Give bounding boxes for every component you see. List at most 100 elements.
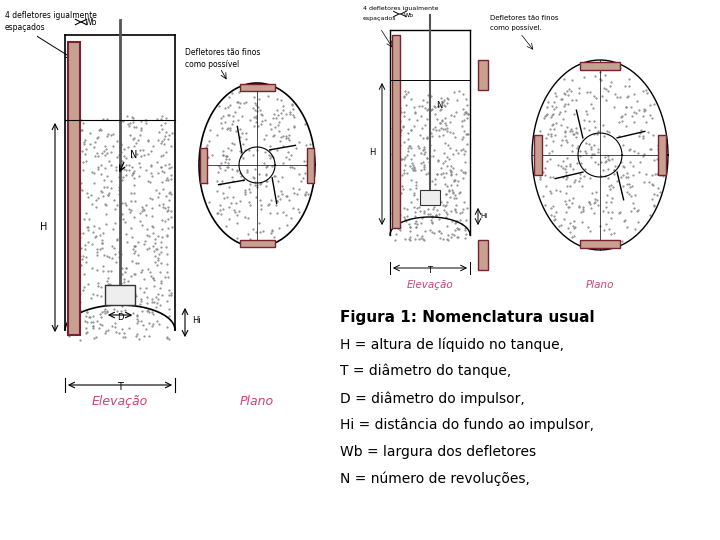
Point bbox=[143, 306, 154, 314]
Point bbox=[259, 147, 271, 156]
Point bbox=[143, 244, 155, 252]
Point bbox=[153, 136, 164, 144]
Point bbox=[105, 130, 117, 139]
Point bbox=[606, 62, 618, 71]
Point bbox=[624, 190, 635, 198]
Point bbox=[628, 199, 639, 207]
Point bbox=[114, 150, 125, 159]
Point bbox=[67, 120, 78, 129]
Point bbox=[284, 108, 295, 117]
Point bbox=[419, 163, 431, 171]
Point bbox=[460, 129, 472, 138]
Point bbox=[638, 150, 649, 158]
Point bbox=[447, 188, 459, 197]
Point bbox=[284, 195, 295, 204]
Point bbox=[574, 170, 585, 178]
Point bbox=[448, 150, 459, 159]
Point bbox=[147, 308, 158, 317]
Text: T = diâmetro do tanque,: T = diâmetro do tanque, bbox=[340, 364, 511, 379]
Point bbox=[107, 241, 118, 250]
Point bbox=[66, 309, 77, 318]
Point bbox=[446, 217, 458, 226]
Point bbox=[584, 117, 595, 126]
Point bbox=[575, 151, 586, 160]
Point bbox=[87, 322, 99, 331]
Point bbox=[413, 102, 425, 111]
Point bbox=[540, 134, 552, 143]
Point bbox=[408, 161, 419, 170]
Point bbox=[101, 327, 112, 335]
Point bbox=[96, 187, 107, 196]
Point bbox=[443, 235, 454, 244]
Point bbox=[220, 152, 232, 160]
Point bbox=[283, 125, 294, 133]
Point bbox=[408, 163, 420, 172]
Point bbox=[421, 97, 433, 106]
Point bbox=[271, 197, 282, 205]
Point bbox=[410, 178, 422, 186]
Point bbox=[86, 318, 97, 327]
Point bbox=[65, 145, 76, 154]
Point bbox=[416, 191, 428, 200]
Text: Defletores tão finos: Defletores tão finos bbox=[185, 48, 261, 57]
Point bbox=[644, 101, 656, 110]
Point bbox=[125, 206, 137, 215]
Point bbox=[396, 170, 408, 179]
Text: Elevação: Elevação bbox=[407, 280, 454, 290]
Point bbox=[107, 292, 119, 301]
Point bbox=[231, 98, 243, 106]
Point bbox=[123, 323, 135, 332]
Point bbox=[456, 208, 467, 217]
Point bbox=[398, 204, 410, 212]
Point bbox=[147, 273, 158, 282]
Point bbox=[74, 297, 86, 306]
Point bbox=[285, 214, 297, 222]
Point bbox=[541, 156, 552, 165]
Point bbox=[435, 119, 446, 127]
Point bbox=[126, 113, 138, 122]
Point bbox=[438, 206, 449, 214]
Point bbox=[426, 215, 437, 224]
Point bbox=[616, 112, 627, 120]
Point bbox=[163, 286, 175, 295]
Point bbox=[227, 89, 238, 98]
Point bbox=[405, 176, 416, 184]
Point bbox=[426, 228, 438, 237]
Point bbox=[155, 163, 166, 171]
Point bbox=[585, 100, 596, 109]
Point bbox=[143, 265, 154, 273]
Point bbox=[136, 203, 148, 212]
Point bbox=[261, 161, 272, 170]
Text: Wb: Wb bbox=[404, 13, 414, 18]
Point bbox=[138, 332, 150, 340]
Text: H: H bbox=[40, 222, 47, 232]
Point bbox=[434, 234, 446, 242]
Point bbox=[225, 123, 236, 132]
Point bbox=[631, 97, 643, 105]
Point bbox=[160, 273, 171, 281]
Point bbox=[406, 164, 418, 173]
Point bbox=[644, 144, 656, 153]
Point bbox=[273, 224, 284, 233]
Point bbox=[156, 242, 167, 251]
Point bbox=[418, 208, 430, 217]
Point bbox=[602, 174, 613, 183]
Point bbox=[397, 213, 409, 221]
Point bbox=[146, 172, 158, 180]
Point bbox=[581, 139, 593, 148]
Point bbox=[76, 244, 87, 253]
Point bbox=[564, 161, 576, 170]
Point bbox=[223, 183, 235, 191]
Point bbox=[235, 152, 247, 160]
Point bbox=[81, 188, 93, 197]
Point bbox=[140, 325, 152, 333]
Point bbox=[153, 201, 165, 210]
Point bbox=[277, 142, 289, 151]
Point bbox=[249, 98, 261, 107]
Point bbox=[261, 171, 272, 179]
Point bbox=[601, 239, 613, 248]
Point bbox=[559, 127, 570, 136]
Text: T: T bbox=[428, 266, 433, 275]
Point bbox=[81, 308, 93, 316]
Point bbox=[104, 280, 116, 289]
